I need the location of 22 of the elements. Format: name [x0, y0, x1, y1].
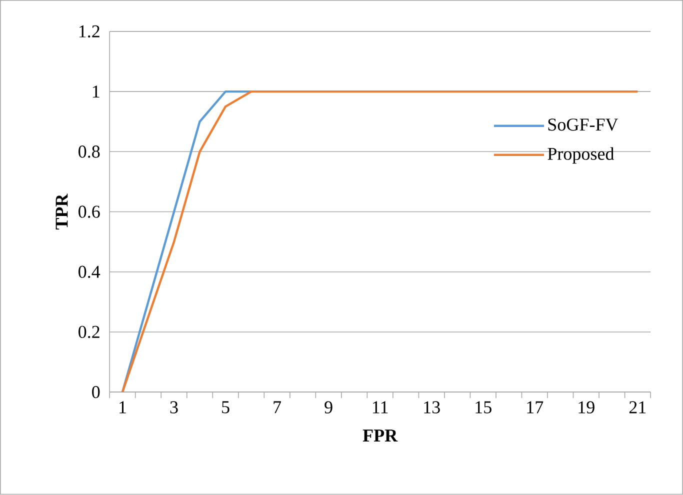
legend-label: SoGF-FV	[548, 118, 618, 131]
x-tick-label: 13	[424, 401, 440, 414]
x-tick-label: 21	[629, 401, 646, 414]
x-tick-label: 19	[578, 401, 594, 414]
x-tick-label: 11	[372, 401, 388, 414]
y-tick-label: 0.6	[78, 206, 100, 218]
x-tick-label: 5	[222, 401, 230, 414]
y-axis-title: TPR	[56, 194, 68, 230]
y-tick-label: 0.4	[78, 266, 100, 278]
x-tick-label: 3	[170, 401, 178, 414]
y-tick-label: 0.8	[78, 146, 100, 158]
y-tick-label: 0.2	[78, 326, 100, 338]
x-tick-label: 1	[120, 401, 126, 414]
x-axis-title: FPR	[362, 430, 398, 442]
legend-label: Proposed	[548, 147, 614, 164]
x-tick-label: 9	[324, 401, 332, 414]
y-tick-label: 1	[92, 86, 100, 98]
y-tick-label: 0	[92, 386, 100, 398]
y-tick-label: 1.2	[79, 26, 100, 38]
x-tick-label: 7	[274, 401, 282, 414]
x-tick-label: 17	[527, 401, 544, 414]
x-tick-label: 15	[476, 401, 492, 414]
